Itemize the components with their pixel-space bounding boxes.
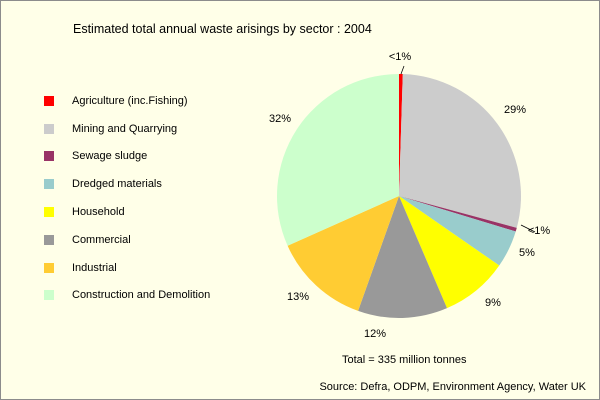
legend-swatch [44, 123, 54, 134]
legend-swatch [44, 234, 54, 245]
legend-swatch [44, 207, 54, 218]
source-note: Source: Defra, ODPM, Environment Agency,… [319, 381, 586, 393]
legend-item-mining: Mining and Quarrying [44, 115, 210, 143]
slice-label-1: <1% [389, 51, 412, 63]
slice-label-4: 5% [519, 247, 535, 259]
pie-slice-5 [399, 196, 500, 309]
pie-slice-6 [358, 196, 447, 319]
legend-swatch [44, 290, 54, 301]
legend-swatch [44, 179, 54, 190]
slice-label-3: <1% [528, 225, 551, 237]
pie-slice-3 [399, 196, 517, 232]
legend-item-sewage: Sewage sludge [44, 143, 210, 171]
legend-item-commercial: Commercial [44, 226, 210, 254]
pie-slice-1 [399, 74, 403, 196]
legend-label: Sewage sludge [72, 150, 148, 163]
legend-label: Industrial [72, 261, 117, 274]
legend-item-household: Household [44, 198, 210, 226]
slice-label-7: 13% [287, 291, 309, 303]
legend-item-dredged: Dredged materials [44, 170, 210, 198]
legend-item-agriculture: Agriculture (inc.Fishing) [44, 87, 210, 115]
legend-swatch [44, 95, 54, 106]
legend: Agriculture (inc.Fishing) Mining and Qua… [44, 87, 210, 309]
pie-slice-8 [276, 74, 399, 246]
legend-swatch [44, 262, 54, 273]
leader-line-1 [400, 65, 405, 75]
legend-item-industrial: Industrial [44, 254, 210, 282]
slice-label-6: 12% [364, 328, 386, 340]
leader-line-2 [520, 224, 536, 233]
pie-slice-4 [399, 196, 516, 266]
total-annotation: Total = 335 million tonnes [342, 354, 467, 366]
legend-swatch [44, 151, 54, 162]
legend-label: Household [72, 206, 125, 219]
legend-label: Agriculture (inc.Fishing) [72, 94, 188, 107]
legend-item-construction: Construction and Demolition [44, 282, 210, 310]
pie-slice-7 [287, 196, 399, 311]
legend-label: Commercial [72, 233, 131, 246]
slice-label-5: 9% [485, 297, 501, 309]
legend-label: Mining and Quarrying [72, 122, 178, 135]
pie-slice-2 [399, 74, 521, 228]
slice-label-2: 29% [504, 104, 526, 116]
chart-title: Estimated total annual waste arisings by… [73, 22, 372, 36]
slice-label-8: 32% [269, 113, 291, 125]
legend-label: Dredged materials [72, 178, 162, 191]
legend-label: Construction and Demolition [72, 289, 211, 302]
